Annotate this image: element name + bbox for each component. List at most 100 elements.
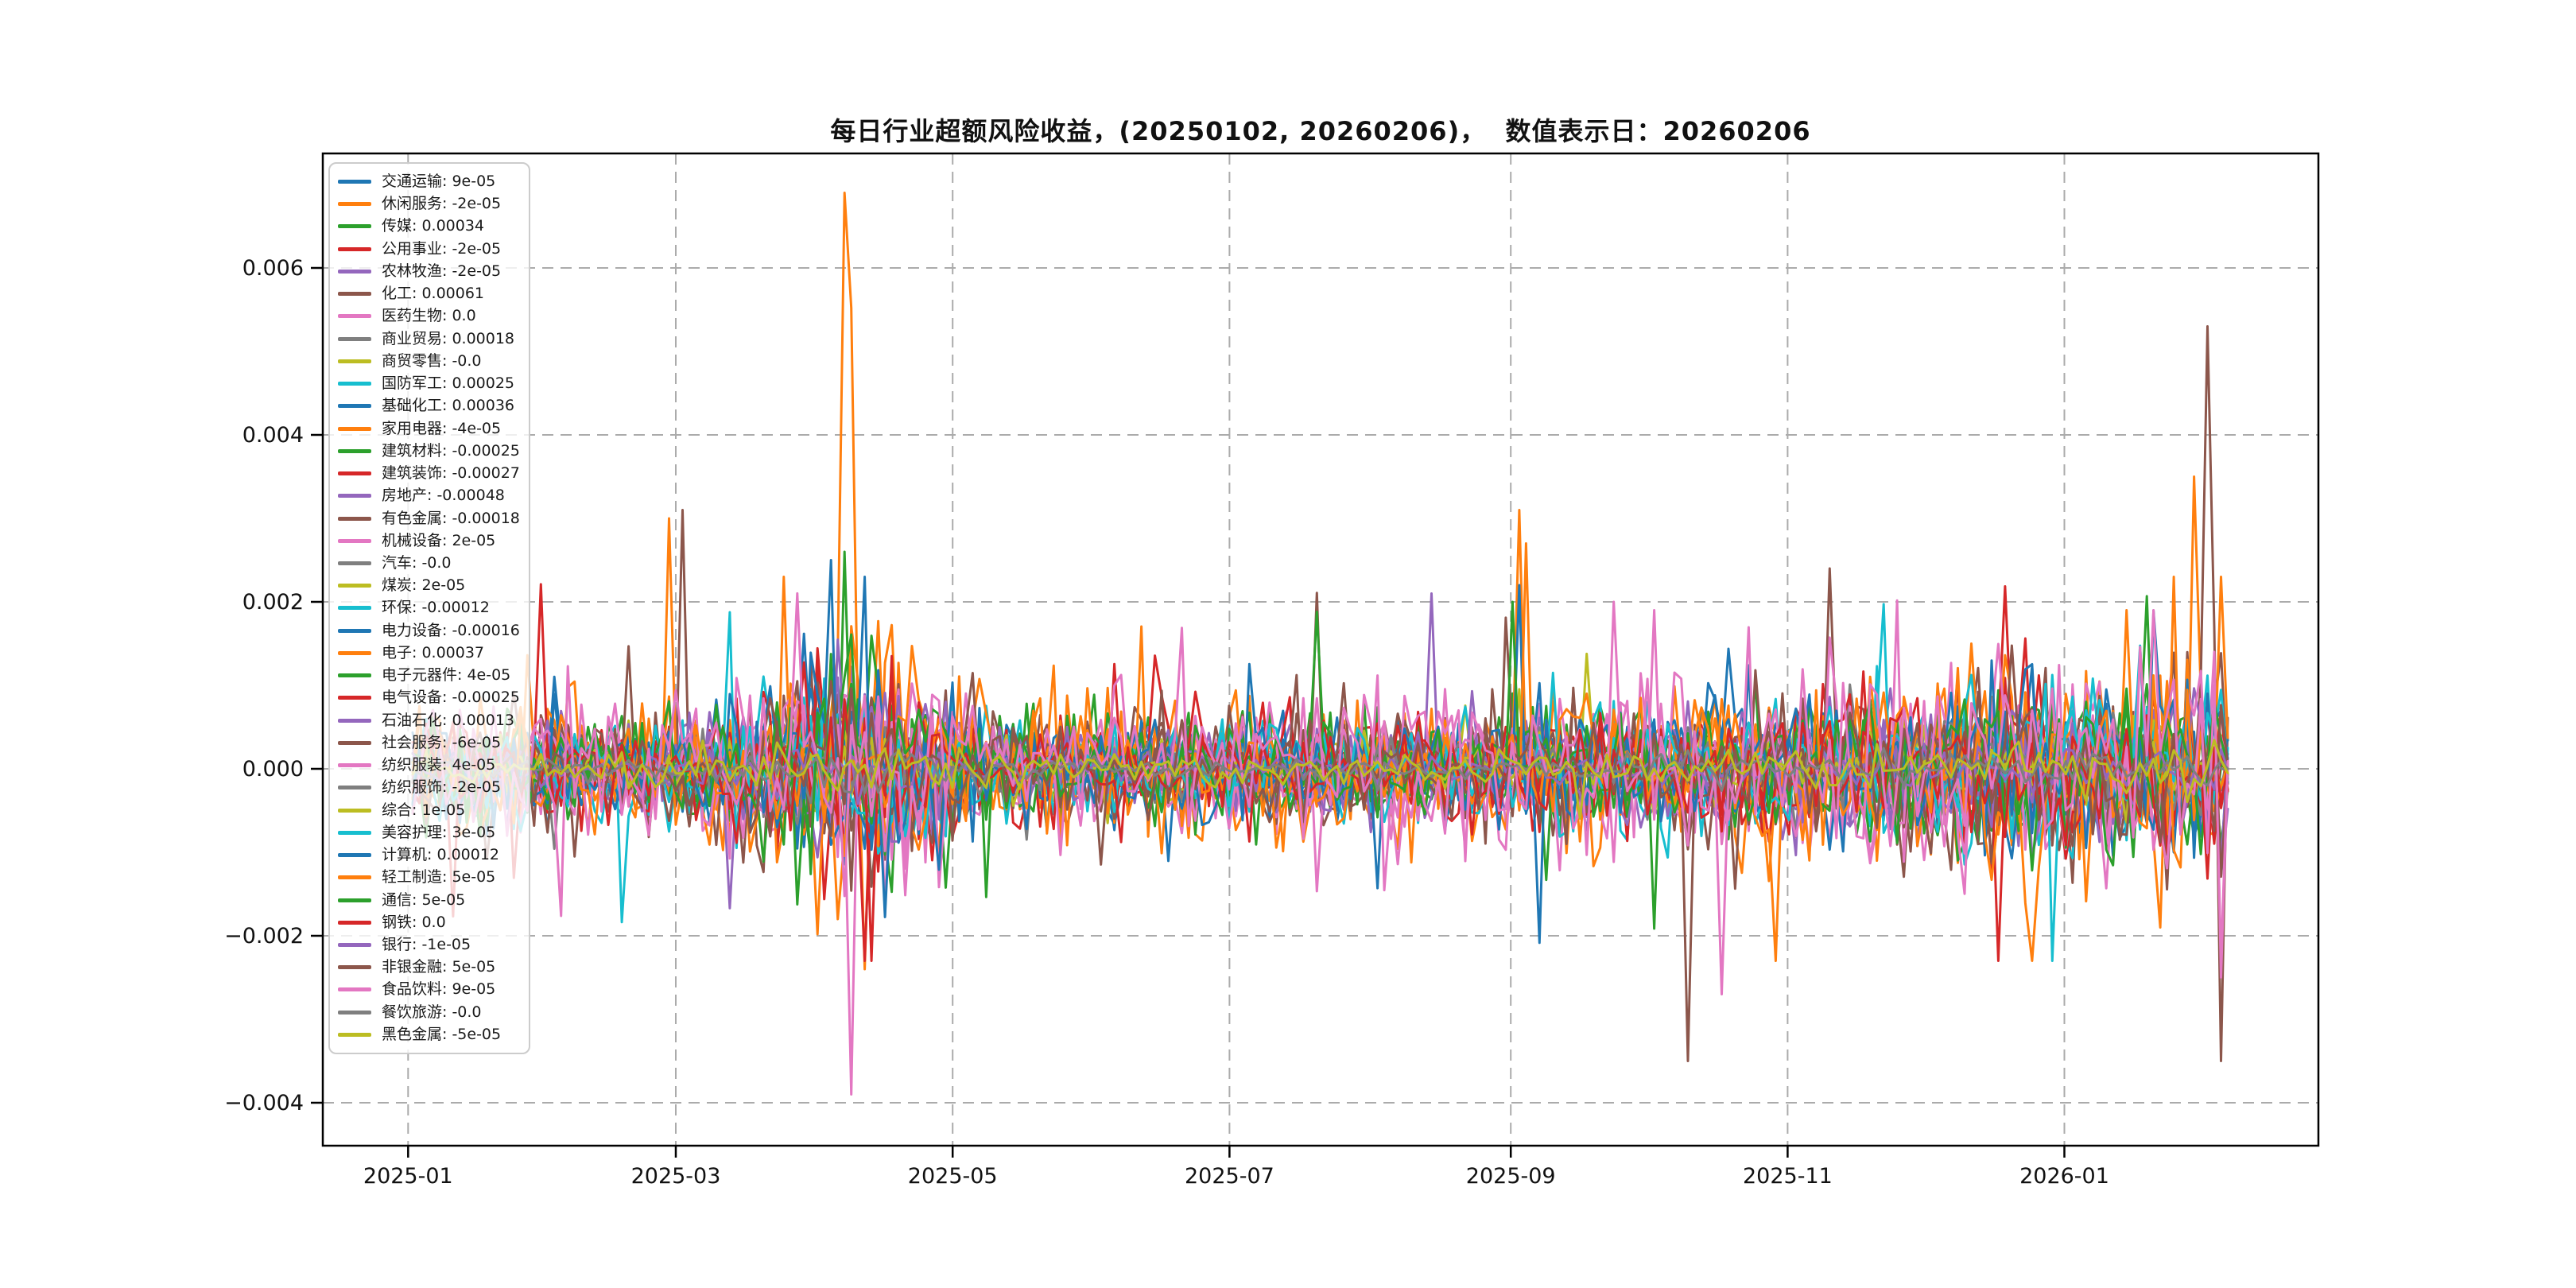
x-tick-label: 2026-01: [2019, 1164, 2109, 1189]
legend-item: 通信: 5e-05: [338, 890, 524, 910]
grid-vertical: [407, 153, 2066, 1146]
legend-item: 基础化工: 0.00036: [338, 396, 524, 416]
legend-swatch: [338, 898, 371, 902]
legend-swatch: [338, 673, 371, 678]
legend-swatch: [338, 875, 371, 880]
legend-label: 电气设备: -0.00025: [382, 689, 520, 707]
legend-swatch: [338, 763, 371, 768]
legend-item: 电气设备: -0.00025: [338, 688, 524, 708]
legend-item: 有色金属: -0.00018: [338, 509, 524, 529]
legend-label: 国防军工: 0.00025: [382, 374, 515, 393]
legend-item: 汽车: -0.0: [338, 553, 524, 573]
x-tick-label: 2025-05: [908, 1164, 998, 1189]
legend-swatch: [338, 538, 371, 543]
legend-swatch: [338, 426, 371, 431]
legend-label: 食品饮料: 9e-05: [382, 980, 496, 999]
legend-swatch: [338, 942, 371, 947]
legend-swatch: [338, 359, 371, 363]
legend-swatch: [338, 606, 371, 611]
legend-swatch: [338, 584, 371, 588]
legend-label: 美容护理: 3e-05: [382, 823, 496, 841]
legend-item: 交通运输: 9e-05: [338, 172, 524, 192]
legend-label: 建筑材料: -0.00025: [382, 441, 520, 460]
legend-swatch: [338, 246, 371, 251]
legend-swatch: [338, 696, 371, 700]
x-axis-ticks: 2025-01 2025-03 2025-05 2025-07 2025-09 2025-…: [363, 1146, 2109, 1189]
legend-swatch: [338, 269, 371, 274]
legend-swatch: [338, 1010, 371, 1014]
legend-item: 煤炭: 2e-05: [338, 576, 524, 596]
legend-swatch: [338, 965, 371, 970]
legend-label: 环保: -0.00012: [382, 599, 490, 617]
legend-item: 商贸零售: -0.0: [338, 351, 524, 371]
legend-label: 电子元器件: 4e-05: [382, 666, 511, 685]
x-tick-label: 2025-09: [1466, 1164, 1556, 1189]
legend-label: 公用事业: -2e-05: [382, 239, 502, 258]
legend-item: 商业贸易: 0.00018: [338, 329, 524, 349]
series-line: [411, 731, 2229, 805]
legend-item: 社会服务: -6e-05: [338, 733, 524, 753]
legend-label: 农林牧渔: -2e-05: [382, 262, 502, 280]
legend-item: 综合: 1e-05: [338, 801, 524, 821]
legend-label: 汽车: -0.0: [382, 553, 452, 572]
series-line: [411, 747, 2229, 797]
series-line: [411, 592, 2229, 995]
legend-item: 石油石化: 0.00013: [338, 711, 524, 731]
legend-swatch: [338, 786, 371, 790]
legend-swatch: [338, 650, 371, 655]
legend-item: 黑色金属: -5e-05: [338, 1025, 524, 1045]
legend-item: 食品饮料: 9e-05: [338, 980, 524, 999]
legend-label: 医药生物: 0.0: [382, 307, 476, 325]
legend-item: 建筑装饰: -0.00027: [338, 464, 524, 483]
x-tick-label: 2025-11: [1743, 1164, 1833, 1189]
legend-label: 有色金属: -0.00018: [382, 509, 520, 527]
legend-label: 计算机: 0.00012: [382, 846, 500, 864]
legend-label: 黑色金属: -5e-05: [382, 1025, 502, 1043]
legend-swatch: [338, 494, 371, 499]
legend-item: 纺织服饰: -2e-05: [338, 778, 524, 797]
legend-item: 公用事业: -2e-05: [338, 239, 524, 259]
y-tick-label: 0.004: [242, 423, 304, 448]
legend-label: 银行: -1e-05: [382, 935, 471, 953]
legend-item: 钢铁: 0.0: [338, 913, 524, 933]
legend-swatch: [338, 561, 371, 565]
legend-swatch: [338, 180, 371, 184]
legend-swatch: [338, 516, 371, 521]
legend-label: 商贸零售: -0.0: [382, 351, 482, 370]
legend-item: 非银金融: 5e-05: [338, 957, 524, 977]
legend-label: 交通运输: 9e-05: [382, 173, 496, 190]
legend-label: 休闲服务: -2e-05: [382, 195, 502, 213]
legend-label: 综合: 1e-05: [382, 801, 466, 819]
chart-title: 每日行业超额风险收益，(20250102, 20260206)， 数值表示日：2…: [830, 116, 1811, 146]
legend-label: 非银金融: 5e-05: [382, 958, 496, 976]
legend-label: 餐饮旅游: -0.0: [382, 1003, 482, 1021]
legend-label: 钢铁: 0.0: [382, 913, 446, 931]
y-axis-ticks: 0.006 0.004 0.002 0.000 −0.002 −0.004: [224, 256, 323, 1115]
legend-swatch: [338, 404, 371, 409]
legend-label: 机械设备: 2e-05: [382, 531, 496, 549]
legend-swatch: [338, 920, 371, 925]
legend-item: 农林牧渔: -2e-05: [338, 262, 524, 281]
legend-label: 电子: 0.00037: [382, 643, 485, 661]
legend-swatch: [338, 808, 371, 813]
legend-item: 银行: -1e-05: [338, 935, 524, 955]
legend-item: 休闲服务: -2e-05: [338, 194, 524, 214]
legend-item: 建筑材料: -0.00025: [338, 441, 524, 461]
legend-swatch: [338, 448, 371, 453]
legend-swatch: [338, 336, 371, 341]
legend-item: 纺织服装: 4e-05: [338, 755, 524, 775]
legend-item: 电力设备: -0.00016: [338, 621, 524, 641]
legend-item: 医药生物: 0.0: [338, 306, 524, 326]
legend-item: 房地产: -0.00048: [338, 486, 524, 506]
legend-item: 美容护理: 3e-05: [338, 823, 524, 843]
y-tick-label: 0.000: [242, 757, 304, 782]
legend-swatch: [338, 830, 371, 835]
legend-swatch: [338, 224, 371, 229]
legend-swatch: [338, 740, 371, 745]
legend-label: 社会服务: -6e-05: [382, 733, 502, 751]
legend-swatch: [338, 853, 371, 858]
x-tick-label: 2025-07: [1185, 1164, 1274, 1189]
legend-item: 轻工制造: 5e-05: [338, 867, 524, 887]
legend-swatch: [338, 1032, 371, 1037]
